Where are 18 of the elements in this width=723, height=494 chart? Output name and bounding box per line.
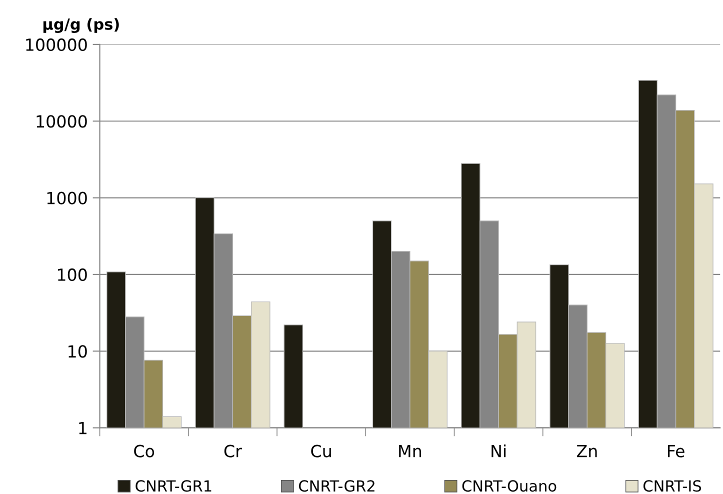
x-tick-label: Cu: [311, 444, 331, 458]
x-tick-label: Mn: [399, 444, 421, 458]
y-tick-label: 100: [58, 268, 87, 282]
legend-label: CNRT-GR1: [136, 480, 212, 492]
y-tick-label: 1: [79, 422, 86, 434]
y-tick-label: 1000: [47, 192, 87, 204]
x-tick-label: Fe: [668, 444, 684, 458]
y-tick-label: 10000: [36, 115, 87, 128]
legend-label: CNRT-IS: [643, 480, 702, 492]
y-axis-title: µg/g (ps): [43, 18, 119, 33]
legend-label: CNRT-GR2: [299, 480, 374, 492]
x-tick-label: Co: [134, 444, 154, 458]
y-tick-label: 10: [68, 345, 87, 358]
x-tick-label: Cr: [224, 444, 242, 458]
x-tick-label: Zn: [576, 444, 597, 458]
y-tick-label: 100000: [26, 38, 87, 52]
legend-label: CNRT-Ouano: [462, 480, 556, 492]
x-tick-label: Ni: [492, 444, 506, 458]
